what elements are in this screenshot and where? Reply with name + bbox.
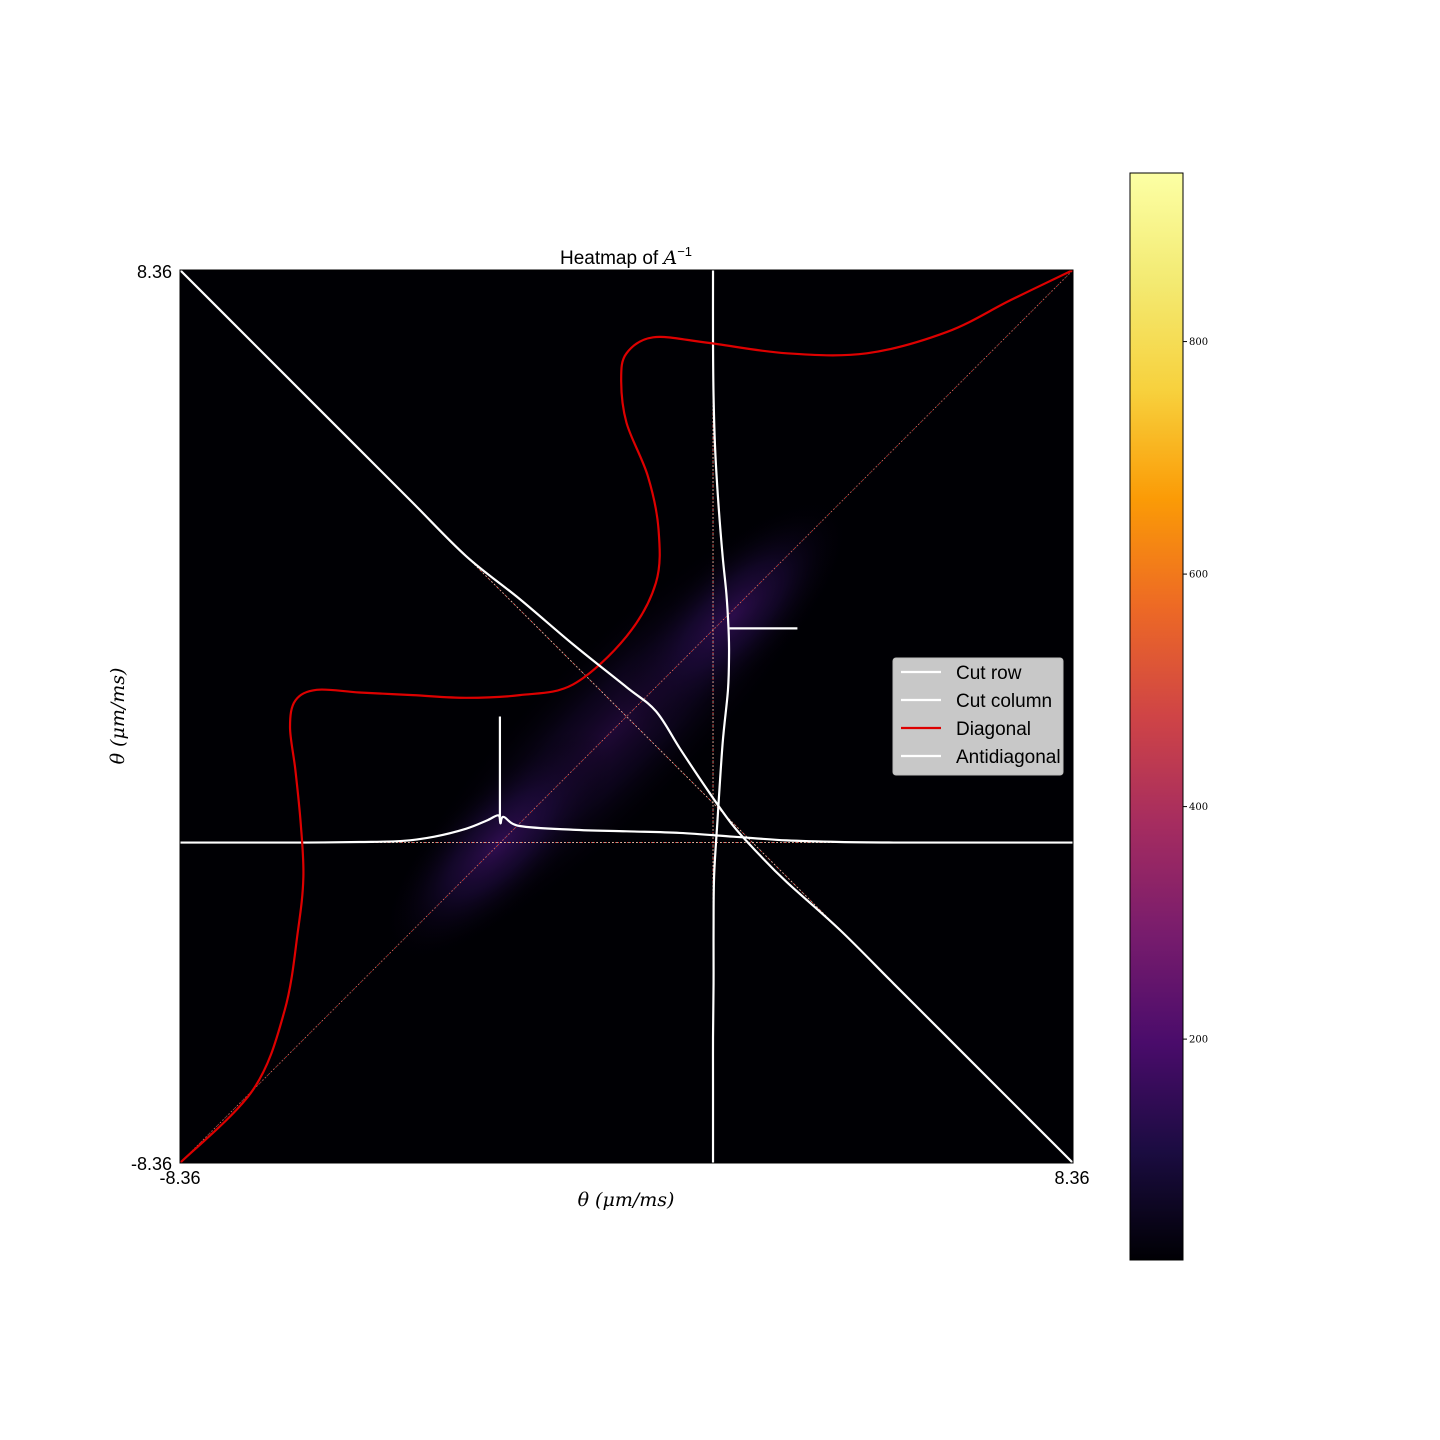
legend-box bbox=[892, 657, 1064, 776]
series-cut-row bbox=[180, 814, 1073, 844]
legend-item-diagonal: Diagonal bbox=[901, 719, 1031, 740]
y-tick-top: 8.36 bbox=[137, 262, 172, 282]
series-lines bbox=[180, 270, 1073, 1163]
diagonal-reference-core bbox=[180, 270, 1073, 1163]
colorbar-gradient bbox=[1129, 172, 1184, 1261]
legend: Cut row Cut column Diagonal Antidiagonal bbox=[892, 657, 1064, 776]
legend-label-cut-column: Cut column bbox=[956, 691, 1052, 712]
x-tick-left: -8.36 bbox=[159, 1168, 200, 1188]
series-diagonal bbox=[180, 270, 1073, 1163]
colorbar-ticks: 200 400 600 800 bbox=[1183, 337, 1208, 1046]
series-cut-column bbox=[711, 270, 731, 1163]
colorbar-tick-label-400: 400 bbox=[1189, 802, 1208, 813]
legend-label-diagonal: Diagonal bbox=[956, 719, 1031, 740]
colorbar-tick-label-800: 800 bbox=[1189, 337, 1208, 348]
heatmap-peak-2 bbox=[619, 500, 848, 730]
legend-item-antidiagonal: Antidiagonal bbox=[901, 747, 1061, 768]
y-axis-label: θ (μm/ms) bbox=[107, 668, 129, 765]
series-antidiagonal bbox=[180, 270, 1073, 1163]
colorbar: 200 400 600 800 bbox=[1129, 172, 1208, 1261]
legend-item-cut-row: Cut row bbox=[901, 663, 1022, 684]
plot-frame bbox=[179, 269, 1074, 1164]
y-tick-bottom: -8.36 bbox=[131, 1154, 172, 1174]
legend-item-cut-column: Cut column bbox=[901, 691, 1052, 712]
x-axis-label: θ (μm/ms) bbox=[578, 1189, 675, 1211]
colorbar-tick-label-600: 600 bbox=[1189, 570, 1208, 581]
colorbar-tick-label-200: 200 bbox=[1189, 1035, 1208, 1046]
legend-label-cut-row: Cut row bbox=[956, 663, 1022, 684]
diagonal-reference bbox=[180, 270, 1073, 1163]
chart-title: Heatmap of A−1 bbox=[560, 244, 692, 269]
legend-label-antidiagonal: Antidiagonal bbox=[956, 747, 1061, 768]
x-tick-right: 8.36 bbox=[1054, 1168, 1089, 1188]
